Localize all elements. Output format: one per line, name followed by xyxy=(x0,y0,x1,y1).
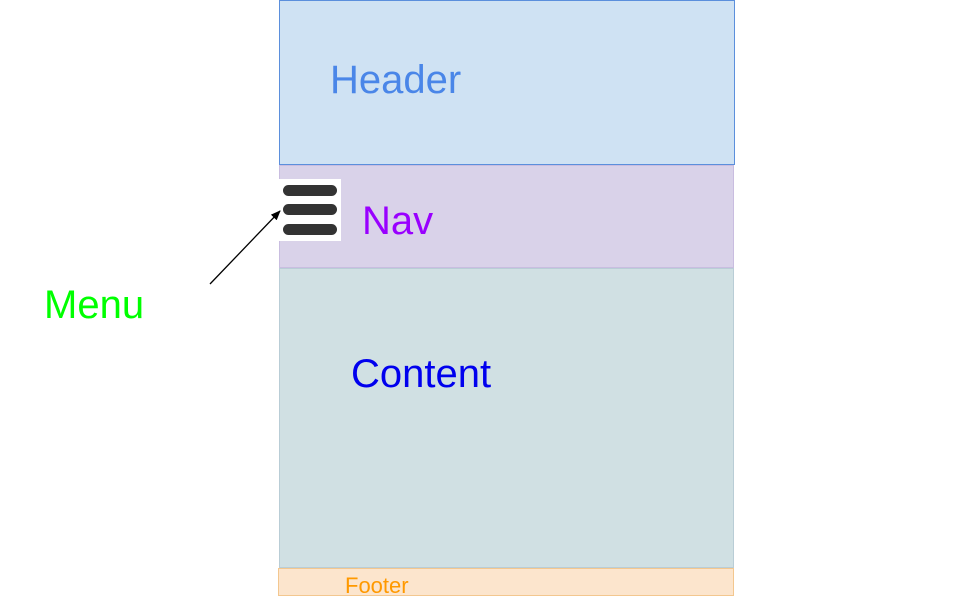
content-region xyxy=(279,268,734,568)
header-region xyxy=(279,0,735,165)
footer-label: Footer xyxy=(345,573,409,598)
header-label: Header xyxy=(330,58,462,102)
content-label: Content xyxy=(351,352,492,396)
menu-bar-bottom xyxy=(283,224,337,235)
hamburger-menu-icon[interactable] xyxy=(279,179,341,241)
nav-region xyxy=(279,165,734,268)
footer-region xyxy=(278,568,734,596)
menu-label: Menu xyxy=(44,283,145,327)
arrow-line xyxy=(209,210,281,285)
menu-bar-top xyxy=(283,185,337,196)
nav-label: Nav xyxy=(362,199,434,243)
menu-bar-middle xyxy=(283,204,337,215)
